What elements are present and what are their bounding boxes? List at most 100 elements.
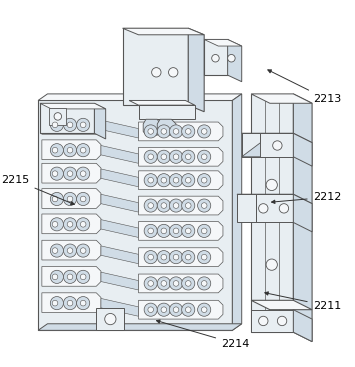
Circle shape — [201, 128, 207, 134]
Circle shape — [64, 270, 77, 283]
Polygon shape — [232, 94, 242, 330]
Circle shape — [157, 150, 170, 163]
Circle shape — [50, 167, 64, 180]
Circle shape — [173, 307, 179, 313]
Circle shape — [148, 128, 153, 134]
Circle shape — [198, 150, 211, 163]
Polygon shape — [251, 94, 312, 103]
Polygon shape — [138, 148, 223, 166]
Text: 2211: 2211 — [265, 292, 341, 311]
Polygon shape — [242, 133, 312, 143]
Polygon shape — [251, 310, 293, 332]
Circle shape — [52, 196, 58, 202]
Circle shape — [67, 196, 73, 202]
Polygon shape — [293, 194, 312, 232]
Circle shape — [67, 300, 73, 306]
Circle shape — [161, 254, 166, 260]
Circle shape — [77, 118, 90, 131]
Polygon shape — [42, 214, 101, 234]
Polygon shape — [293, 133, 312, 166]
Circle shape — [50, 297, 64, 310]
Circle shape — [185, 203, 191, 208]
Circle shape — [77, 143, 90, 157]
Circle shape — [185, 281, 191, 286]
Circle shape — [201, 177, 207, 183]
Circle shape — [67, 122, 73, 128]
Circle shape — [50, 244, 64, 257]
Circle shape — [258, 316, 268, 326]
Circle shape — [182, 251, 195, 264]
Circle shape — [64, 167, 77, 180]
Circle shape — [169, 174, 182, 187]
Polygon shape — [94, 103, 106, 139]
Circle shape — [173, 154, 179, 160]
Circle shape — [80, 222, 86, 227]
Circle shape — [144, 224, 157, 237]
Polygon shape — [242, 143, 261, 157]
Polygon shape — [138, 248, 223, 266]
Circle shape — [77, 218, 90, 231]
Polygon shape — [228, 40, 242, 82]
Circle shape — [80, 248, 86, 253]
Circle shape — [182, 150, 195, 163]
Polygon shape — [40, 103, 94, 133]
Circle shape — [80, 122, 86, 128]
Polygon shape — [138, 274, 223, 293]
Polygon shape — [42, 140, 101, 160]
Circle shape — [52, 122, 58, 128]
Circle shape — [198, 277, 211, 290]
Circle shape — [77, 244, 90, 257]
Polygon shape — [204, 40, 228, 75]
Circle shape — [50, 192, 64, 206]
Circle shape — [52, 300, 58, 306]
Polygon shape — [138, 105, 195, 119]
Polygon shape — [42, 266, 101, 286]
Circle shape — [52, 248, 58, 253]
Circle shape — [67, 248, 73, 253]
Circle shape — [148, 154, 153, 160]
Circle shape — [67, 171, 73, 177]
Circle shape — [277, 316, 287, 326]
Circle shape — [64, 218, 77, 231]
Circle shape — [198, 199, 211, 212]
Polygon shape — [293, 310, 312, 342]
Circle shape — [52, 222, 58, 227]
Circle shape — [144, 125, 157, 138]
Circle shape — [77, 270, 90, 283]
Circle shape — [182, 277, 195, 290]
Polygon shape — [261, 133, 293, 157]
Circle shape — [157, 199, 170, 212]
Circle shape — [198, 174, 211, 187]
Polygon shape — [42, 293, 101, 313]
Circle shape — [185, 307, 191, 313]
Circle shape — [77, 297, 90, 310]
Circle shape — [161, 177, 166, 183]
Polygon shape — [101, 298, 138, 316]
Circle shape — [198, 224, 211, 237]
Circle shape — [64, 118, 77, 131]
Polygon shape — [188, 28, 204, 112]
Circle shape — [169, 199, 182, 212]
Circle shape — [148, 177, 153, 183]
Polygon shape — [138, 300, 223, 319]
Circle shape — [144, 251, 157, 264]
Circle shape — [182, 174, 195, 187]
Circle shape — [201, 228, 207, 234]
Circle shape — [258, 204, 268, 213]
Circle shape — [169, 224, 182, 237]
Circle shape — [77, 167, 90, 180]
Polygon shape — [101, 194, 138, 212]
Circle shape — [185, 177, 191, 183]
Circle shape — [50, 270, 64, 283]
Polygon shape — [101, 219, 138, 237]
Circle shape — [54, 113, 61, 120]
Polygon shape — [157, 119, 176, 135]
Circle shape — [64, 244, 77, 257]
Text: 2215: 2215 — [1, 175, 74, 205]
Polygon shape — [122, 28, 188, 105]
Circle shape — [148, 281, 153, 286]
Polygon shape — [138, 196, 223, 215]
Polygon shape — [122, 28, 204, 35]
Polygon shape — [293, 94, 312, 342]
Circle shape — [182, 125, 195, 138]
